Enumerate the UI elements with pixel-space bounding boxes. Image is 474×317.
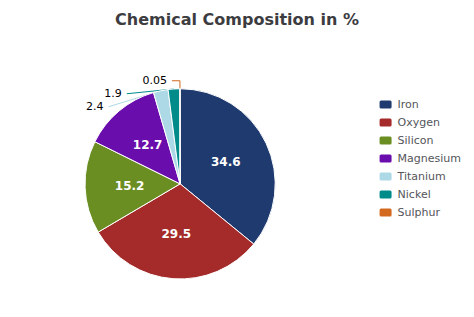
- svg-text:15.2: 15.2: [115, 179, 145, 193]
- svg-text:Nickel: Nickel: [398, 188, 431, 201]
- svg-text:0.05: 0.05: [142, 74, 167, 87]
- svg-text:2.4: 2.4: [86, 100, 104, 113]
- svg-text:Silicon: Silicon: [398, 134, 434, 147]
- svg-text:34.6: 34.6: [211, 155, 241, 169]
- svg-text:29.5: 29.5: [161, 227, 191, 241]
- svg-text:Oxygen: Oxygen: [398, 116, 440, 129]
- svg-text:Titanium: Titanium: [397, 170, 446, 183]
- svg-text:Iron: Iron: [398, 98, 419, 111]
- svg-text:1.9: 1.9: [104, 87, 122, 100]
- svg-text:12.7: 12.7: [133, 138, 163, 152]
- svg-text:Sulphur: Sulphur: [398, 206, 441, 219]
- svg-text:Chemical Composition in %: Chemical Composition in %: [115, 10, 359, 29]
- svg-text:Magnesium: Magnesium: [398, 152, 461, 165]
